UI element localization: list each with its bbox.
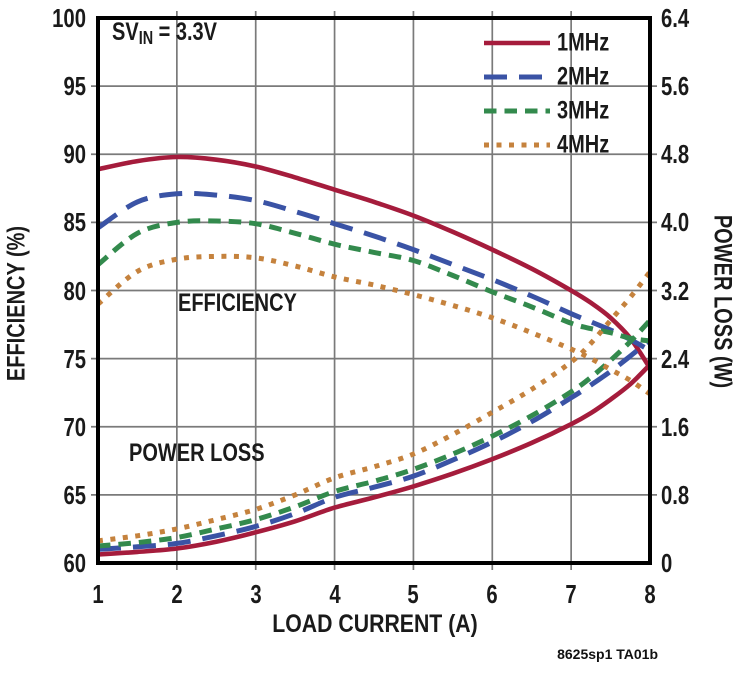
plot-frame (96, 16, 652, 565)
left-axis-tick: 75 (63, 343, 86, 374)
left-axis-tick: 100 (52, 3, 86, 33)
legend-label-4mhz: 4MHz (557, 130, 610, 159)
condition-subscript: IN (138, 28, 154, 48)
legend-label-1mhz: 1MHz (557, 28, 610, 57)
right-axis-tick: 5.6 (661, 71, 690, 102)
x-axis-title: LOAD CURRENT (A) (272, 610, 478, 638)
x-axis-tick: 6 (486, 579, 498, 609)
curve-power_loss-4mhz (98, 270, 650, 544)
x-axis-tick: 5 (407, 579, 420, 609)
curve-power_loss-2mhz (98, 337, 650, 552)
right-axis-tick: 0.8 (661, 479, 690, 510)
right-axis-tick: 4.8 (661, 139, 690, 170)
condition-annotation: SVIN = 3.3V (112, 19, 217, 48)
x-axis-tick: 8 (644, 579, 656, 609)
curve-efficiency-1mhz (98, 154, 650, 370)
curve-power_loss-1mhz (98, 362, 650, 557)
x-axis-tick: 1 (92, 579, 104, 609)
curve-power_loss-3mhz (98, 318, 650, 549)
right-axis-tick: 0 (661, 548, 673, 578)
efficiency-curves-label: EFFICIENCY (178, 289, 297, 317)
right-axis-tick: 3.2 (661, 275, 690, 306)
left-axis-title: EFFICIENCY (%) (2, 225, 31, 382)
left-axis-tick: 80 (63, 275, 86, 306)
left-axis-tick: 60 (63, 548, 86, 578)
curve-efficiency-4mhz (98, 253, 650, 397)
left-axis-tick: 90 (63, 139, 86, 170)
curve-efficiency-3mhz (98, 218, 650, 344)
power-loss-curves-label: POWER LOSS (129, 439, 265, 467)
right-axis-tick: 6.4 (661, 3, 690, 33)
x-axis-tick: 7 (565, 579, 577, 609)
x-axis-tick: 3 (250, 579, 262, 609)
condition-value: = 3.3V (153, 18, 218, 46)
x-axis-tick: 4 (328, 579, 341, 609)
curve-efficiency-2mhz (98, 190, 650, 353)
left-axis-tick: 95 (63, 71, 86, 102)
right-axis-tick: 1.6 (661, 411, 690, 442)
left-axis-tick: 70 (63, 411, 86, 442)
right-axis-tick: 2.4 (661, 343, 690, 374)
condition-prefix: SV (112, 18, 139, 46)
legend-label-3mhz: 3MHz (557, 96, 610, 125)
left-axis-tick: 85 (63, 207, 86, 238)
legend-label-2mhz: 2MHz (557, 62, 610, 91)
left-axis-tick: 65 (63, 479, 86, 510)
figure-caption: 8625sp1 TA01b (557, 646, 658, 662)
curves-group (98, 154, 650, 557)
right-axis-tick: 4.0 (661, 207, 690, 238)
x-axis-tick: 2 (171, 579, 183, 609)
